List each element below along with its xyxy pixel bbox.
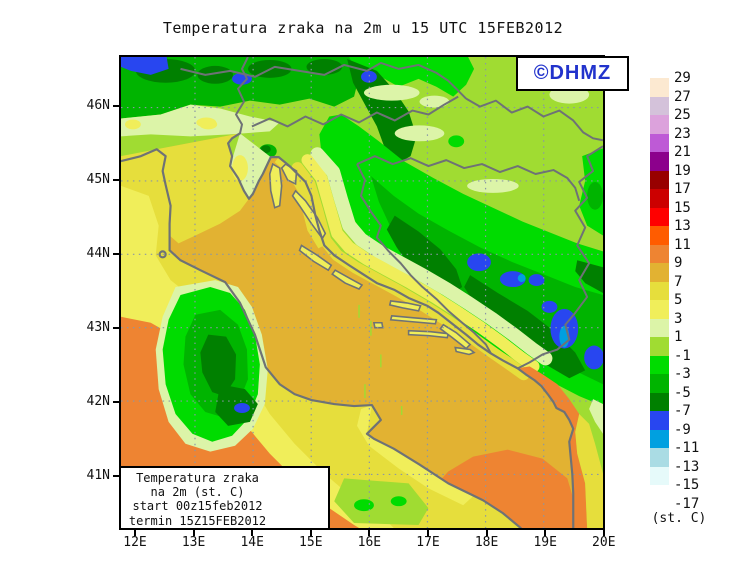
y-tick-label: 44N [86, 246, 110, 261]
run-info-line: termin 15Z15FEB2012 [128, 513, 267, 528]
colorbar-label: 21 [674, 144, 691, 160]
y-tick-label: 45N [86, 172, 110, 187]
colorbar-label: 19 [674, 162, 691, 179]
y-tick-mark [113, 401, 119, 403]
run-info-line: na 2m (st. C) [150, 485, 245, 500]
colorbar-label: 13 [674, 218, 691, 234]
colorbar-box [650, 152, 669, 171]
colorbar-box [650, 485, 669, 504]
colorbar-label: 1 [674, 329, 683, 345]
x-tick-label: 15E [299, 535, 323, 550]
colorbar-label: -1 [674, 347, 691, 364]
colorbar-label: -5 [674, 384, 691, 401]
x-tick-mark [602, 530, 605, 536]
colorbar-box [650, 448, 669, 467]
run-info-line: start 00z15feb2012 [132, 499, 263, 514]
x-tick-label: 14E [240, 535, 264, 550]
y-tick-mark [113, 179, 119, 181]
colorbar-label: -3 [674, 366, 691, 382]
colorbar-box [650, 96, 669, 116]
run-info-box: Temperatura zraka na 2m (st. C) start 00z1… [119, 466, 330, 530]
x-tick-label: 20E [592, 535, 616, 550]
y-tick-label: 42N [86, 394, 110, 409]
y-tick-label: 41N [86, 468, 110, 483]
colorbar-label: 23 [674, 125, 691, 142]
montenegro-coast [517, 366, 603, 528]
x-tick-label: 18E [474, 535, 499, 550]
page-title: Temperatura zraka na 2m u 15 UTC 15FEB20… [162, 19, 564, 37]
y-tick-mark [113, 327, 119, 329]
northeast-green-spots [434, 57, 603, 236]
x-tick-label: 19E [533, 535, 557, 550]
colorbar-label: 15 [674, 199, 691, 216]
colorbar-label: -9 [674, 421, 691, 438]
y-tick-mark [113, 253, 119, 255]
coastlines [121, 132, 575, 528]
colorbar-box [650, 300, 669, 319]
colorbar-label: -11 [674, 440, 700, 456]
colorbar-box [650, 411, 669, 430]
colorbar-box [650, 226, 669, 245]
colorbar-box [650, 78, 669, 97]
colorbar-box [650, 170, 669, 190]
run-info-line: Temperatura zraka [136, 471, 259, 485]
colorbar-box [650, 207, 669, 227]
colorbar-box [650, 318, 669, 338]
dalmatia-coastal-bands [258, 144, 553, 381]
colorbar-box [650, 263, 669, 282]
colorbar-box [650, 244, 669, 264]
colorbar-label: 25 [674, 107, 691, 123]
y-tick-mark [113, 105, 119, 107]
colorbar-box [650, 337, 669, 356]
country-borders [180, 57, 603, 370]
colorbar-box [650, 429, 669, 449]
x-tick-label: 16E [357, 535, 382, 550]
colorbar-label: -7 [674, 403, 691, 419]
map-plot-area [119, 55, 605, 530]
y-tick-label: 43N [86, 320, 110, 335]
x-tick-mark [309, 530, 312, 536]
colorbar-label: 3 [674, 310, 683, 327]
colorbar-label: 17 [674, 181, 691, 197]
colorbar-box [650, 355, 669, 375]
colorbar-box [650, 392, 669, 412]
x-tick-mark [485, 530, 488, 536]
x-tick-mark [134, 530, 136, 536]
colorbar-box [650, 133, 669, 153]
colorbar-box [650, 189, 669, 208]
colorbar-box [650, 115, 669, 134]
x-tick-label: 17E [416, 535, 440, 550]
y-tick-mark [113, 475, 119, 477]
colorbar-box [650, 374, 669, 393]
islet [158, 250, 167, 259]
temperature-field [121, 57, 603, 528]
colorbar-label: -13 [674, 458, 700, 475]
colorbar-label: -17 [674, 495, 700, 512]
colorbar-label: 27 [674, 88, 691, 105]
x-tick-mark [544, 530, 547, 536]
colorbar-label: 5 [674, 292, 683, 308]
x-tick-mark [427, 530, 429, 536]
x-tick-mark [368, 530, 371, 536]
colorbar-label: 9 [674, 255, 683, 271]
colorbar-label: 11 [674, 236, 691, 253]
colorbar-label: 29 [674, 70, 691, 86]
colorbar-label: -15 [674, 477, 700, 493]
colorbar-box [650, 281, 669, 301]
x-tick-label: 12E [123, 535, 147, 550]
grid-lines [121, 57, 603, 528]
colorbar-units-caption: (st. C) [651, 511, 707, 526]
y-tick-label: 46N [86, 98, 110, 113]
dinaric-cold-zone [319, 114, 603, 407]
islands [268, 162, 476, 356]
x-tick-mark [192, 530, 195, 536]
dhmz-logo: ©DHMZ [516, 56, 629, 91]
dhmz-logo-text: ©DHMZ [533, 62, 612, 84]
x-tick-mark [251, 530, 254, 536]
x-tick-label: 13E [181, 535, 206, 550]
colorbar-box [650, 466, 669, 486]
colorbar-label: 7 [674, 273, 683, 290]
